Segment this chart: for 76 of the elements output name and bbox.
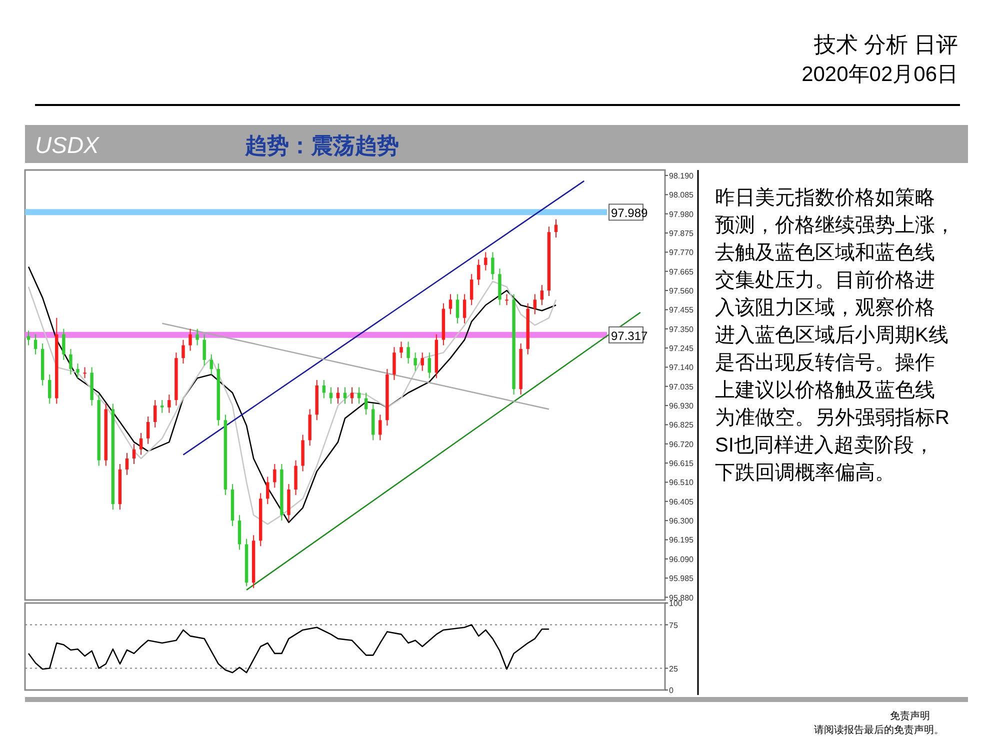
candlestick	[182, 339, 185, 364]
y-tick-label: 98.085	[669, 190, 694, 200]
candlestick	[76, 363, 80, 379]
y-tick-label: 97.350	[669, 324, 694, 334]
line-series	[28, 624, 550, 674]
candlestick	[266, 476, 270, 505]
candlestick	[484, 252, 488, 271]
y-tick-label: 95.985	[669, 574, 694, 584]
candlestick	[34, 334, 38, 355]
candlestick	[400, 341, 403, 359]
y-tick-label: 97.455	[669, 306, 694, 315]
candlestick	[533, 294, 536, 315]
text: 2020年02月06日	[802, 63, 958, 86]
candlestick	[83, 366, 86, 379]
y-tick-label: 96.720	[669, 440, 694, 449]
candlestick	[139, 432, 143, 456]
y-tick-label: 97.875	[669, 228, 694, 238]
y-tick-label: 96.090	[669, 554, 694, 564]
y-tick-label: 97.560	[669, 286, 694, 296]
candlestick	[210, 354, 213, 375]
candlestick	[554, 218, 558, 238]
candlestick	[168, 394, 171, 414]
text: 技术 分析 日评	[812, 32, 958, 57]
text: 免责声明	[890, 710, 930, 722]
candlestick	[146, 416, 150, 444]
y-tick-label: 96.300	[669, 516, 694, 526]
chart-title: USDX	[35, 132, 101, 158]
candlestick	[378, 414, 382, 441]
candlestick	[505, 294, 508, 306]
y-tick-label: 96.405	[669, 497, 694, 506]
y-tick-label: 97.245	[669, 344, 694, 354]
y-tick-label: 96.510	[669, 478, 694, 488]
y-tick-label: 98.190	[669, 171, 694, 180]
candlestick	[202, 334, 206, 366]
y-tick-label: 96.195	[669, 536, 694, 545]
y-tick-label: 0	[669, 686, 674, 695]
candlestick	[188, 328, 192, 352]
candlestick	[69, 348, 72, 375]
candlestick	[491, 252, 494, 280]
candlestick	[294, 460, 298, 496]
candlestick	[470, 274, 474, 306]
candlestick	[448, 294, 452, 315]
y-tick-label: 97.035	[669, 382, 694, 392]
candlestick	[48, 374, 52, 404]
candlestick	[62, 328, 66, 360]
candlestick	[273, 463, 276, 488]
y-tick-label: 97.980	[669, 210, 694, 219]
y-tick-label: 97.140	[669, 363, 694, 372]
candlestick	[125, 452, 129, 476]
candlestick	[462, 294, 466, 324]
candlestick	[420, 352, 424, 372]
y-tick-label: 96.615	[669, 459, 694, 468]
candlestick	[26, 330, 30, 346]
y-tick-label: 97.665	[669, 267, 694, 276]
candlestick	[406, 341, 410, 364]
candlestick	[477, 258, 480, 286]
text: 昨日美元指数价格如策略预测，价格继续强势上涨，去触及蓝色区域和蓝色线交集处压力。目前价格进入该阻力区域，观察价格进入蓝色区域后小周期K线是否出现反转信号。操作上建议以价格触及蓝色线为准做空。另外强弱指标RSI也同样进入超卖阶段，下跌回调概率偏高。	[715, 187, 955, 484]
candlestick	[456, 294, 460, 324]
candlestick	[540, 284, 544, 306]
candlestick	[392, 346, 396, 380]
chart-subtitle: 趋势：震荡趋势	[244, 133, 399, 158]
candlestick	[322, 379, 326, 399]
candlestick	[364, 392, 368, 416]
y-tick-label: 25	[669, 664, 678, 674]
text: 请阅读报告最后的免责声明。	[814, 724, 944, 736]
candlestick	[196, 328, 199, 346]
y-tick-label: 75	[669, 620, 678, 630]
candlestick	[160, 400, 164, 414]
candlestick	[154, 400, 157, 428]
candlestick	[238, 514, 242, 550]
y-tick-label: 97.770	[669, 248, 694, 258]
candlestick	[132, 443, 136, 464]
y-tick-label: 96.825	[669, 420, 694, 430]
candlestick	[428, 352, 431, 379]
y-tick-label: 96.930	[669, 402, 694, 411]
candlestick	[414, 352, 417, 372]
